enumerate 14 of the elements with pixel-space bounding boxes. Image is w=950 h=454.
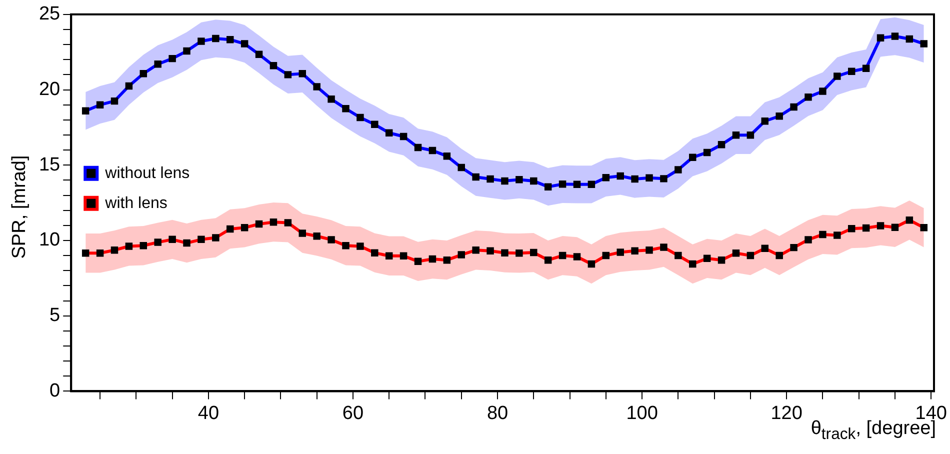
y-axis-title: SPR, [mrad]: [9, 155, 31, 259]
y-tick-label: 20: [38, 78, 60, 100]
y-tick-label: 5: [50, 305, 60, 326]
y-tick-label: 10: [38, 230, 60, 251]
x-tick-label: 100: [626, 402, 658, 424]
legend-label: without lens: [104, 164, 190, 182]
x-tick-label: 60: [342, 402, 364, 424]
y-tick-label: 15: [38, 154, 60, 176]
legend-label: with lens: [104, 194, 168, 212]
y-tick-label: 25: [38, 4, 60, 25]
y-tick-label: 0: [50, 380, 60, 402]
x-tick-label: 40: [198, 402, 220, 424]
x-tick-label: 120: [770, 402, 802, 424]
x-tick-label: 80: [486, 402, 508, 424]
